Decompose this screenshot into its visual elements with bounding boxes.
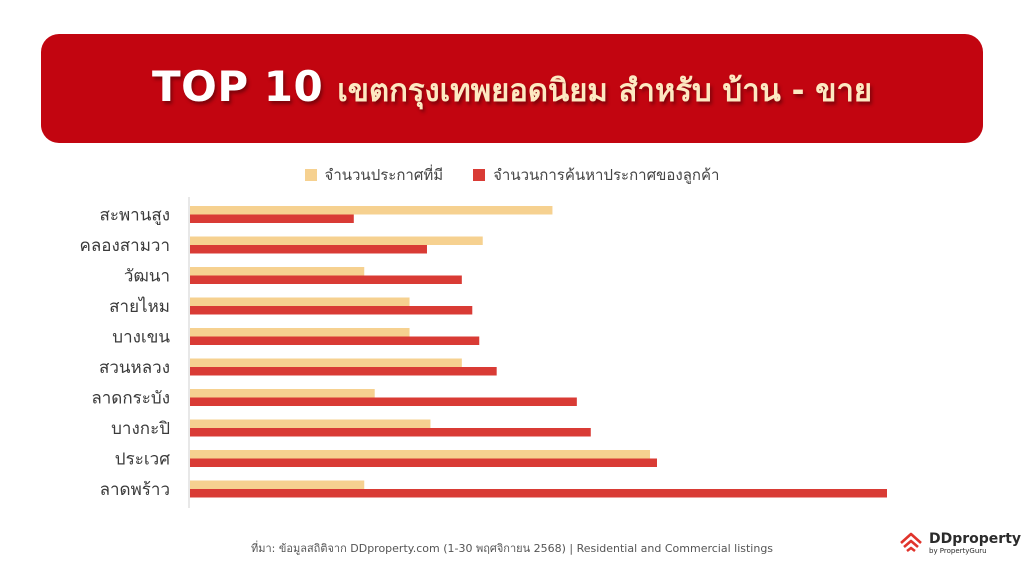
legend-label-listings: จำนวนประกาศที่มี (324, 166, 444, 184)
bar-searches (190, 214, 354, 223)
title-banner: TOP 10 เขตกรุงเทพยอดนิยม สำหรับ บ้าน - ขา… (41, 34, 983, 143)
category-label: สายไหม (109, 296, 170, 317)
bar-searches (190, 245, 427, 254)
banner-title-top: TOP 10 (151, 62, 324, 111)
category-label: วัฒนา (124, 267, 170, 287)
logo-name: DDproperty (929, 530, 1022, 547)
ddproperty-house-icon (900, 532, 922, 553)
legend-swatch-searches (473, 169, 486, 181)
category-label: ลาดพร้าว (100, 480, 170, 500)
bar-searches (190, 306, 473, 315)
category-label: ประเวศ (115, 450, 170, 470)
bar-listings (190, 328, 410, 337)
bar-listings (190, 450, 651, 459)
bar-listings (190, 480, 365, 489)
bar-listings (190, 206, 553, 215)
bar-listings (190, 236, 483, 245)
legend-item-listings: จำนวนประกาศที่มี (304, 163, 444, 187)
bar-searches (190, 489, 887, 498)
legend-swatch-listings (304, 169, 317, 181)
bar-listings (190, 297, 410, 306)
legend-item-searches: จำนวนการค้นหาประกาศของลูกค้า (473, 163, 719, 187)
chart-legend: จำนวนประกาศที่มี จำนวนการค้นหาประกาศของล… (0, 161, 1024, 189)
bar-searches (190, 336, 480, 345)
category-label: บางกะปิ (111, 419, 170, 439)
bar-searches (190, 397, 577, 406)
bar-listings (190, 267, 365, 276)
category-label: สวนหลวง (99, 358, 170, 378)
ddproperty-logo: DDproperty by PropertyGuru (898, 530, 1021, 556)
bar-searches (190, 367, 497, 376)
bar-searches (190, 275, 462, 284)
category-label: สะพานสูง (99, 206, 170, 226)
category-label: ลาดกระบัง (91, 389, 170, 409)
category-label: คลองสามวา (79, 236, 170, 256)
bar-listings (190, 358, 462, 367)
bar-searches (190, 458, 657, 467)
bar-listings (190, 419, 431, 428)
banner-subtitle: เขตกรุงเทพยอดนิยม สำหรับ บ้าน - ขาย (337, 73, 873, 109)
source-footnote: ที่มา: ข้อมูลสถิติจาก DDproperty.com (1-… (250, 542, 774, 555)
bar-searches (190, 428, 591, 437)
logo-byline: by PropertyGuru (929, 546, 987, 555)
bar-listings (190, 389, 375, 398)
legend-label-searches: จำนวนการค้นหาประกาศของลูกค้า (493, 166, 720, 184)
category-label: บางเขน (112, 328, 170, 348)
banner-title: TOP 10 เขตกรุงเทพยอดนิยม สำหรับ บ้าน - ขา… (152, 62, 872, 115)
